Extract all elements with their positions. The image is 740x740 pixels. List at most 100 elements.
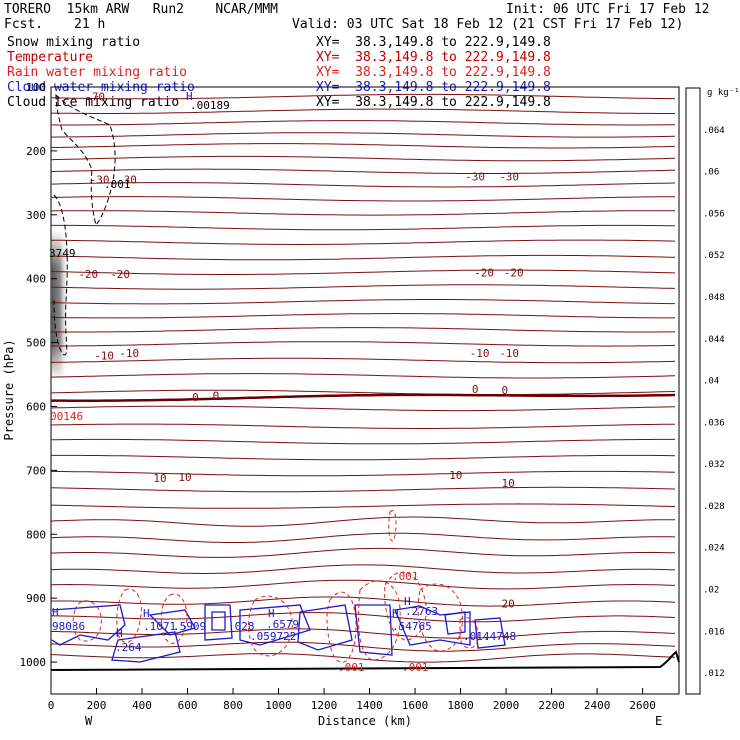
cloud-water-label-8: .2763 xyxy=(405,605,438,618)
x-tick-label: 2600 xyxy=(629,699,656,712)
legend-temperature: Temperature xyxy=(7,50,94,65)
isotherm-line xyxy=(50,641,676,652)
isotherm-line xyxy=(50,254,676,261)
colorbar-tick-label: .024 xyxy=(703,544,725,554)
isotherm-label: -10 xyxy=(119,347,139,360)
isotherm-label: -20 xyxy=(504,266,524,279)
isotherm-line xyxy=(50,210,675,216)
isotherm-line xyxy=(50,120,676,126)
x-axis: 0 200 400 600 800 1000 1200 1400 1600 1800 2000 220… xyxy=(48,688,656,712)
high-mark-4: H xyxy=(268,607,275,620)
isotherm-line xyxy=(50,299,675,305)
colorbar-tick-label: .064 xyxy=(703,126,725,136)
zero-isotherm xyxy=(51,393,676,402)
legend-rain: Rain water mixing ratio xyxy=(7,65,188,80)
colorbar-frame xyxy=(685,87,701,695)
cloud-water-label-7: .54765 xyxy=(392,620,432,633)
x-tick-label: 800 xyxy=(223,699,243,712)
cloud-water-label-2: .1071 xyxy=(143,620,176,633)
model-title: TORERO 15km ARW Run2 NCAR/MMM xyxy=(4,2,278,17)
isotherm-line xyxy=(51,327,675,333)
cloud-water-label-9: .014 xyxy=(463,630,490,643)
isotherm-label: -30 xyxy=(499,171,519,184)
y-tick-label: 600 xyxy=(26,400,46,413)
rain-left-value: 00146 xyxy=(50,410,83,423)
x-tick-label: 1000 xyxy=(265,699,292,712)
isotherm-line xyxy=(50,269,676,275)
cloud-water-label-11: .264 xyxy=(115,641,142,654)
y-tick-label: 800 xyxy=(26,528,46,541)
isotherm-label: 10 xyxy=(449,469,462,482)
isotherm-line xyxy=(50,182,676,188)
colorbar-tick-label: .032 xyxy=(703,460,725,470)
isotherm-line xyxy=(50,284,676,290)
rain-contours xyxy=(72,510,479,663)
isotherm-label: -30 xyxy=(90,174,110,187)
isotherm-line xyxy=(51,454,676,461)
isotherm-line xyxy=(50,405,676,412)
colorbar-tick-label: .056 xyxy=(703,209,725,219)
cloud-water-label-1: 98036 xyxy=(52,620,85,633)
isotherm-line xyxy=(50,470,676,477)
cloud-water-label-10: .4748 xyxy=(483,630,516,643)
isotherm-label: -10 xyxy=(470,347,490,360)
isotherm-line xyxy=(50,579,676,590)
y-axis: 100 200 300 400 500 600 700 800 900 1000 xyxy=(20,81,57,669)
isotherm-label: 0 xyxy=(192,391,199,404)
y-tick-label: 700 xyxy=(26,464,46,477)
isotherm-label: -20 xyxy=(474,266,494,279)
colorbar: .064 .06 .056 .052 .048 .044 .04 .036 .032 .028 .0… xyxy=(685,87,725,695)
isotherm-line xyxy=(50,516,675,527)
isotherm-line xyxy=(50,373,676,379)
isotherm-line xyxy=(50,108,675,114)
colorbar-tick-label: .028 xyxy=(703,502,725,512)
isotherm-line xyxy=(50,357,676,364)
rain-bottom-label-1: .001 xyxy=(338,661,365,674)
cloud-water-contours xyxy=(51,604,506,663)
x-tick-label: 200 xyxy=(87,699,107,712)
legend-snow-xy: XY= 38.3,149.8 to 222.9,149.8 xyxy=(316,35,551,50)
isotherm-label: 0 xyxy=(213,390,220,403)
high-mark-6: H xyxy=(404,595,411,608)
x-tick-label: 1200 xyxy=(311,699,338,712)
west-label: W xyxy=(85,714,93,728)
isotherm-line xyxy=(50,313,675,319)
ice-top-value: .00189 xyxy=(190,99,230,112)
isotherm-label: -20 xyxy=(110,268,130,281)
isotherm-label: -10 xyxy=(499,347,519,360)
temperature-isotherms xyxy=(50,93,676,663)
isotherm-label: -20 xyxy=(78,268,98,281)
isotherm-line xyxy=(50,168,676,174)
isotherm-line xyxy=(50,132,676,138)
colorbar-tick-label: .036 xyxy=(703,418,725,428)
forecast-label: Fcst. xyxy=(4,17,44,32)
snow-shade-value: 3749 xyxy=(49,247,76,260)
isotherm-line xyxy=(50,503,676,509)
isotherm-line xyxy=(51,224,676,231)
isotherm-line xyxy=(50,155,676,162)
colorbar-tick-label: .044 xyxy=(703,335,725,345)
init-time: Init: 06 UTC Fri 17 Feb 12 xyxy=(506,2,710,17)
colorbar-tick-label: .012 xyxy=(703,669,725,679)
cloud-water-label-4: .028 xyxy=(228,620,255,633)
colorbar-tick-label: .048 xyxy=(703,293,725,303)
x-tick-label: 600 xyxy=(178,699,198,712)
y-tick-label: 1000 xyxy=(20,656,47,669)
legend-temperature-xy: XY= 38.3,149.8 to 222.9,149.8 xyxy=(316,50,551,65)
cloud-water-label-6: .6579 xyxy=(266,618,299,631)
x-tick-label: 1400 xyxy=(356,699,383,712)
x-tick-label: 0 xyxy=(48,699,55,712)
isotherm-line xyxy=(50,532,676,543)
x-tick-label: 1800 xyxy=(447,699,474,712)
plot-frame xyxy=(50,86,680,695)
valid-time: Valid: 03 UTC Sat 18 Feb 12 (21 CST Fri … xyxy=(292,17,684,32)
high-mark-5: H xyxy=(392,607,399,620)
isotherm-label: 0 xyxy=(472,383,479,396)
isotherm-line xyxy=(50,196,675,202)
isotherm-line xyxy=(50,486,676,493)
y-tick-label: 400 xyxy=(26,273,46,286)
x-tick-label: 1600 xyxy=(402,699,429,712)
cloud-water-label-3: .5909 xyxy=(173,620,206,633)
isotherm-line xyxy=(50,564,676,574)
